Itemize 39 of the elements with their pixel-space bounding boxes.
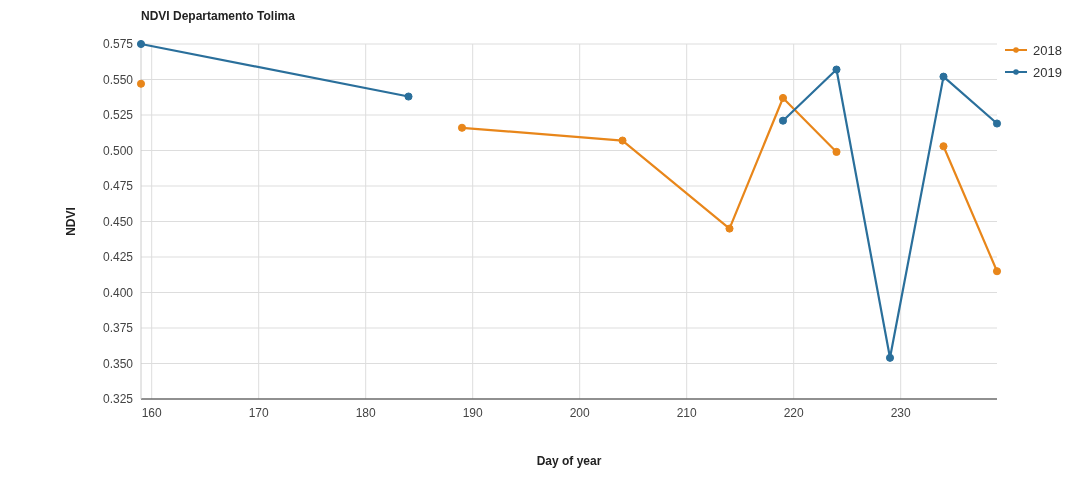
y-tick-label: 0.375 xyxy=(102,321,134,335)
x-tick-label: 190 xyxy=(462,406,484,420)
y-tick-label: 0.500 xyxy=(102,143,134,158)
point xyxy=(939,142,948,151)
y-tick-label: 0.450 xyxy=(102,214,134,229)
x-tick-label: 180 xyxy=(355,406,377,420)
x-axis-title: Day of year xyxy=(536,454,602,468)
y-tick-label: 0.475 xyxy=(102,179,134,193)
point xyxy=(992,267,1002,276)
y-tick-label: 0.525 xyxy=(102,108,134,122)
point xyxy=(404,92,413,101)
chart-title: NDVI Departamento Tolima xyxy=(141,9,296,23)
x-tick-label: 220 xyxy=(783,406,805,420)
y-tick-label: 0.400 xyxy=(102,285,134,300)
x-tick-label: 160 xyxy=(141,406,163,420)
x-tick-label: 170 xyxy=(248,406,270,420)
x-tick-label: 200 xyxy=(569,406,591,420)
point xyxy=(136,79,146,88)
point xyxy=(885,353,895,362)
y-tick-label: 0.425 xyxy=(102,250,134,264)
legend-label: 2019 xyxy=(1033,65,1062,80)
legend-label: 2018 xyxy=(1033,43,1062,58)
y-tick-label: 0.575 xyxy=(102,37,134,51)
point xyxy=(939,72,948,81)
y-tick-label: 0.550 xyxy=(102,72,134,87)
point xyxy=(778,93,788,103)
point xyxy=(832,65,841,74)
x-tick-label: 230 xyxy=(890,406,912,420)
point xyxy=(832,147,841,156)
y-tick-label: 0.350 xyxy=(102,356,134,371)
y-tick-label: 0.325 xyxy=(102,392,134,406)
point xyxy=(778,116,788,125)
point xyxy=(136,39,146,49)
x-tick-label: 210 xyxy=(676,406,698,420)
point xyxy=(618,136,627,145)
point xyxy=(457,123,467,132)
point xyxy=(725,224,734,233)
y-axis-title: NDVI xyxy=(64,207,78,236)
point xyxy=(992,119,1002,128)
